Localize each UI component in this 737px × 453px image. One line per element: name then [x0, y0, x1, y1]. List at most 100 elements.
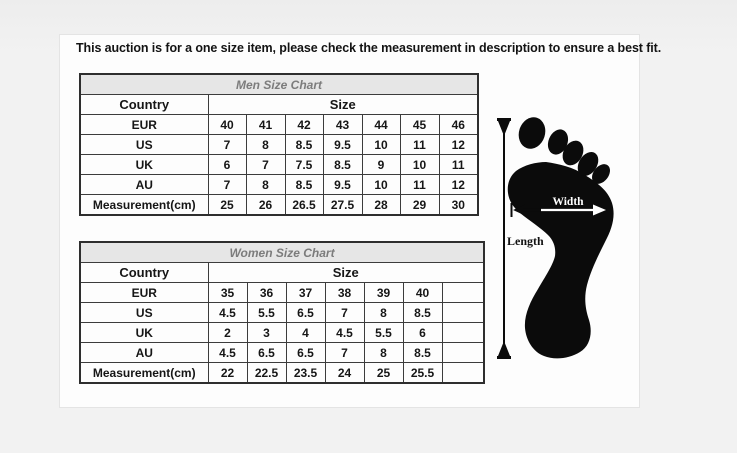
- empty-cell: [441, 362, 485, 384]
- table-row: EUR 35 36 37 38 39 40: [79, 282, 485, 303]
- cell: 25: [207, 194, 247, 216]
- length-arrow: [497, 118, 511, 359]
- cell: 10: [399, 154, 440, 175]
- cell: 9.5: [322, 174, 363, 195]
- empty-cell: [441, 282, 485, 303]
- cell: 6: [207, 154, 247, 175]
- cell: 10: [361, 134, 401, 155]
- row-label: Measurement(cm): [79, 362, 209, 384]
- cell: 7.5: [284, 154, 324, 175]
- cell: 7: [207, 134, 247, 155]
- cell: 6.5: [285, 342, 326, 363]
- length-label: Length: [507, 234, 544, 248]
- cell: 4.5: [207, 302, 248, 323]
- cell: 7: [324, 302, 365, 323]
- cell: 9: [361, 154, 401, 175]
- cell: 8.5: [284, 174, 324, 195]
- cell: 40: [207, 114, 247, 135]
- cell: 25: [363, 362, 404, 384]
- table-row: UK 6 7 7.5 8.5 9 10 11: [79, 154, 479, 175]
- cell: 43: [322, 114, 363, 135]
- cell: 40: [402, 282, 443, 303]
- cell: 9.5: [322, 134, 363, 155]
- cell: 6.5: [246, 342, 287, 363]
- cell: 22: [207, 362, 248, 384]
- table-row: Measurement(cm) 25 26 26.5 27.5 28 29 30: [79, 194, 479, 216]
- table-row: US 7 8 8.5 9.5 10 11 12: [79, 134, 479, 155]
- table-row: UK 2 3 4 4.5 5.5 6: [79, 322, 485, 343]
- cell: 26.5: [284, 194, 324, 216]
- cell: 6: [402, 322, 443, 343]
- cell: 25.5: [402, 362, 443, 384]
- cell: 3: [246, 322, 287, 343]
- cell: 7: [207, 174, 247, 195]
- cell: 23.5: [285, 362, 326, 384]
- cell: 5.5: [246, 302, 287, 323]
- row-label: UK: [79, 322, 209, 343]
- cell: 38: [324, 282, 365, 303]
- cell: 44: [361, 114, 401, 135]
- cell: 8: [363, 302, 404, 323]
- row-label: EUR: [79, 114, 209, 135]
- row-label: AU: [79, 342, 209, 363]
- cell: 36: [246, 282, 287, 303]
- content-card: This auction is for a one size item, ple…: [59, 34, 661, 408]
- women-size-chart-table: Women Size Chart Country Size EUR 35 36 …: [79, 241, 486, 384]
- table-row: EUR 40 41 42 43 44 45 46: [79, 114, 479, 135]
- country-header: Country: [79, 262, 209, 283]
- cell: 8.5: [402, 302, 443, 323]
- auction-notice: This auction is for a one size item, ple…: [76, 41, 662, 55]
- country-header: Country: [79, 94, 209, 115]
- cell: 42: [284, 114, 324, 135]
- row-label: UK: [79, 154, 209, 175]
- cell: 24: [324, 362, 365, 384]
- cell: 4: [285, 322, 326, 343]
- cell: 45: [399, 114, 440, 135]
- cell: 2: [207, 322, 248, 343]
- table-row: Measurement(cm) 22 22.5 23.5 24 25 25.5: [79, 362, 485, 384]
- cell: 39: [363, 282, 404, 303]
- cell: 8: [245, 174, 286, 195]
- size-header: Size: [207, 94, 479, 115]
- width-arrow: [510, 203, 606, 217]
- cell: 35: [207, 282, 248, 303]
- cell: 8.5: [284, 134, 324, 155]
- table-row: AU 7 8 8.5 9.5 10 11 12: [79, 174, 479, 195]
- cell: 7: [324, 342, 365, 363]
- row-label: EUR: [79, 282, 209, 303]
- cell: 37: [285, 282, 326, 303]
- table-header-row: Country Size: [79, 94, 479, 115]
- cell: 8.5: [402, 342, 443, 363]
- table-row: US 4.5 5.5 6.5 7 8 8.5: [79, 302, 485, 323]
- cell: 27.5: [322, 194, 363, 216]
- cell: 8.5: [322, 154, 363, 175]
- women-chart-title: Women Size Chart: [79, 241, 485, 263]
- row-label: US: [79, 302, 209, 323]
- table-header-row: Country Size: [79, 262, 485, 283]
- size-header: Size: [207, 262, 485, 283]
- empty-cell: [441, 342, 485, 363]
- cell: 6.5: [285, 302, 326, 323]
- empty-cell: [441, 322, 485, 343]
- cell: 30: [438, 194, 479, 216]
- cell: 7: [245, 154, 286, 175]
- table-title-row: Men Size Chart: [79, 73, 479, 95]
- cell: 11: [399, 174, 440, 195]
- cell: 11: [399, 134, 440, 155]
- table-row: AU 4.5 6.5 6.5 7 8 8.5: [79, 342, 485, 363]
- cell: 4.5: [207, 342, 248, 363]
- cell: 5.5: [363, 322, 404, 343]
- cell: 4.5: [324, 322, 365, 343]
- cell: 8: [245, 134, 286, 155]
- cell: 8: [363, 342, 404, 363]
- row-label: US: [79, 134, 209, 155]
- empty-cell: [441, 302, 485, 323]
- cell: 10: [361, 174, 401, 195]
- cell: 26: [245, 194, 286, 216]
- row-label: Measurement(cm): [79, 194, 209, 216]
- cell: 22.5: [246, 362, 287, 384]
- cell: 41: [245, 114, 286, 135]
- cell: 12: [438, 174, 479, 195]
- men-chart-title: Men Size Chart: [79, 73, 479, 95]
